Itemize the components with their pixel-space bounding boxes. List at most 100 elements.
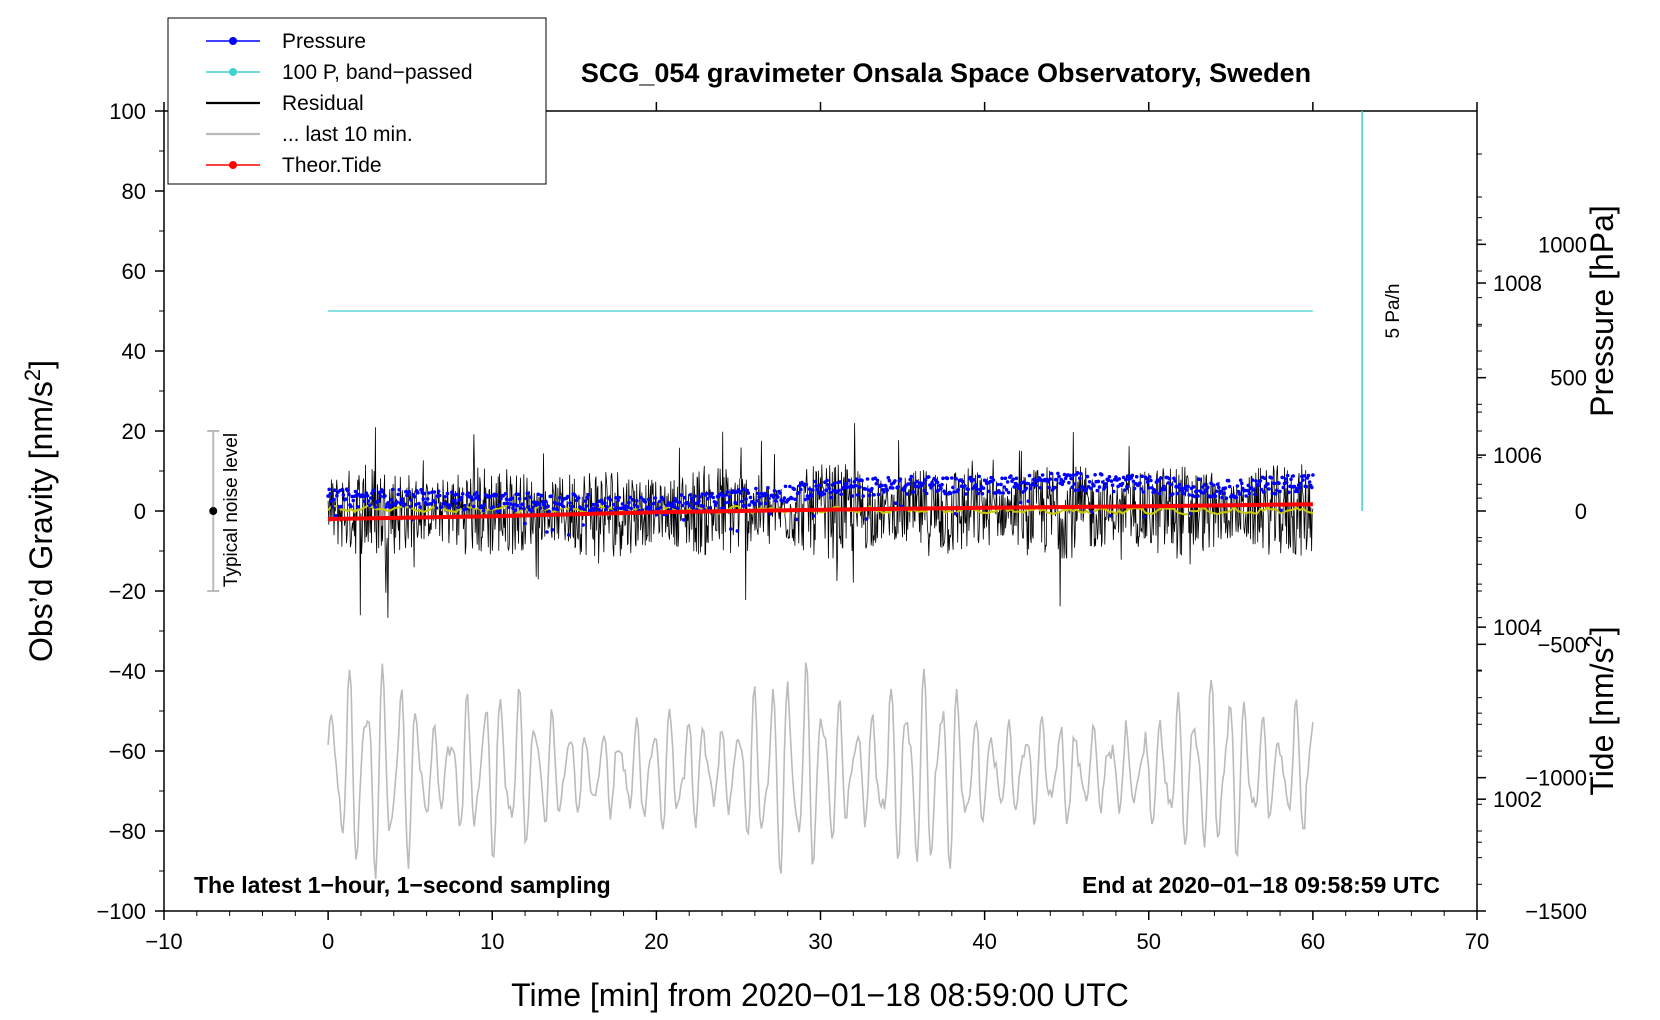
pressure-point: [448, 503, 453, 507]
pressure-point: [704, 491, 709, 496]
pressure-point: [550, 528, 555, 532]
pressure-point: [1157, 491, 1162, 496]
pressure-point: [1275, 488, 1279, 493]
pressure-point: [586, 492, 591, 497]
pressure-point: [707, 506, 711, 510]
tide-tick-label: −1500: [1525, 899, 1587, 924]
pressure-point: [432, 490, 437, 494]
pressure-point: [565, 494, 570, 499]
pressure-point: [744, 497, 748, 501]
pressure-point: [850, 494, 854, 498]
pressure-point: [513, 508, 517, 513]
pressure-point: [626, 505, 630, 509]
legend-swatch-dot: [229, 68, 237, 76]
pressure-point: [445, 491, 450, 496]
y-tick-label: −80: [109, 819, 146, 844]
pressure-point: [417, 501, 421, 506]
pressure-point: [615, 506, 619, 510]
pressure-point: [1076, 488, 1081, 492]
pressure-point: [1301, 478, 1305, 482]
pressure-point: [1000, 476, 1004, 481]
pressure-point: [463, 503, 467, 508]
pressure-point: [1073, 488, 1078, 493]
pressure-point: [1013, 481, 1018, 486]
pressure-point: [649, 505, 653, 510]
pressure-point: [692, 494, 697, 498]
pressure-point: [738, 491, 743, 495]
pressure-axis-title: Pressure [hPa]: [1584, 205, 1620, 417]
pressure-point: [1201, 491, 1206, 495]
pressure-point: [1085, 474, 1090, 479]
pressure-point: [1217, 485, 1221, 490]
pressure-point: [1001, 491, 1005, 495]
pressure-point: [971, 478, 976, 482]
pressure-tick-label: 1006: [1493, 443, 1542, 468]
pressure-point: [1171, 492, 1175, 496]
pressure-point: [1117, 477, 1121, 481]
pressure-point: [1166, 481, 1171, 485]
pressure-point: [1238, 478, 1243, 483]
note-end-time: End at 2020−01−18 09:58:59 UTC: [1082, 872, 1440, 898]
pressure-point: [882, 490, 886, 494]
pressure-point: [1227, 484, 1232, 489]
pressure-point: [980, 491, 985, 496]
pressure-point: [1047, 485, 1051, 490]
pressure-point: [1281, 485, 1286, 490]
pressure-point: [503, 492, 508, 496]
pressure-point: [447, 506, 452, 510]
pressure-point: [1018, 500, 1023, 505]
pressure-point: [1109, 479, 1114, 483]
pressure-point: [434, 506, 439, 510]
pressure-point: [377, 490, 382, 495]
pressure-tick-label: 1008: [1493, 271, 1542, 296]
pressure-point: [1130, 473, 1135, 478]
pressure-point: [1099, 472, 1104, 477]
pressure-point: [793, 497, 798, 502]
pressure-point: [543, 506, 547, 510]
pressure-point: [1249, 485, 1254, 490]
pressure-point: [1179, 486, 1184, 490]
series-last-10-min-line: [327, 662, 1314, 880]
pressure-point: [999, 482, 1003, 487]
pressure-point: [355, 504, 360, 509]
y-tick-label: −100: [96, 899, 146, 924]
pressure-point: [1021, 490, 1025, 494]
pressure-point: [1277, 481, 1281, 486]
pressure-point: [782, 496, 787, 500]
pressure-point: [1147, 486, 1151, 490]
pressure-point: [395, 500, 399, 504]
pressure-point: [1138, 481, 1142, 485]
pressure-point: [1185, 488, 1189, 492]
pressure-point: [733, 500, 737, 505]
pressure-point: [636, 505, 640, 509]
pressure-point: [424, 502, 429, 507]
pressure-point: [807, 487, 812, 491]
pressure-point: [928, 483, 932, 487]
pressure-point: [521, 502, 525, 507]
legend-entry: 100 P, band−passed: [206, 61, 473, 84]
pressure-point: [1081, 485, 1085, 490]
pressure-point: [876, 492, 881, 497]
pressure-point: [494, 493, 499, 497]
legend-label: ... last 10 min.: [282, 123, 413, 146]
pressure-point: [1090, 510, 1094, 514]
pressure-point: [1068, 473, 1072, 478]
pressure-point: [809, 494, 814, 498]
pressure-point: [1266, 482, 1270, 486]
pressure-point: [504, 497, 509, 502]
pressure-point: [1096, 479, 1101, 484]
pressure-point: [721, 494, 725, 498]
pressure-point: [1223, 486, 1228, 490]
pressure-point: [1256, 483, 1260, 488]
pressure-point: [675, 506, 679, 510]
tide-tick-label: −500: [1537, 632, 1587, 657]
pressure-point: [1246, 483, 1251, 488]
pressure-point: [1284, 480, 1289, 485]
pressure-point: [1046, 479, 1050, 484]
pressure-point: [341, 493, 346, 497]
legend-label: Theor.Tide: [282, 154, 382, 177]
pressure-point: [954, 476, 958, 481]
pressure-point: [1195, 489, 1199, 493]
pressure-point: [661, 497, 665, 501]
pressure-point: [1048, 477, 1053, 481]
